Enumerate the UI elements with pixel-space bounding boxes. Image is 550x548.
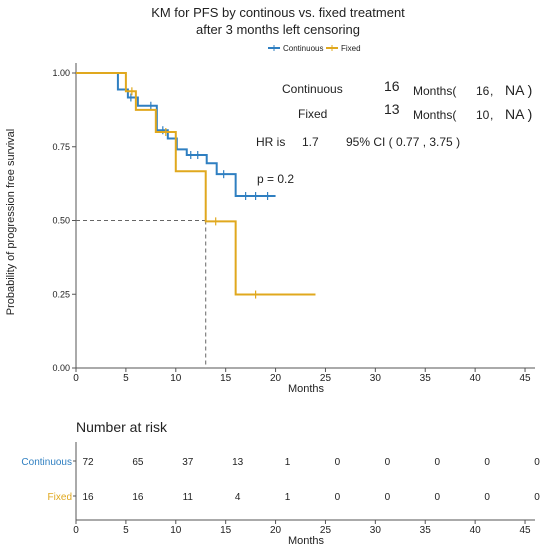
chart-title-line1: KM for PFS by continous vs. fixed treatm… — [151, 5, 405, 20]
x-tick-label: 45 — [519, 373, 531, 384]
stats-hr-value: 1.7 — [302, 135, 319, 149]
risk-x-tick-label: 25 — [320, 525, 332, 536]
km-curve-continuous — [76, 72, 276, 198]
y-tick-label: 0.50 — [52, 216, 70, 226]
stats-ci-text: 95% CI ( 0.77 , 3.75 ) — [346, 135, 460, 149]
stats-continuous-label: Continuous — [282, 82, 343, 96]
y-tick-label: 1.00 — [52, 68, 70, 78]
stats-continuous-ci-low: 16 — [476, 84, 490, 98]
stats-continuous-median: 16 — [384, 78, 400, 94]
median-guides — [76, 220, 207, 368]
y-axis-label: Probability of progression free survival — [5, 129, 17, 315]
x-tick-label: 5 — [123, 373, 129, 384]
y-ticks: 0.00 0.25 0.50 0.75 1.00 — [52, 68, 76, 373]
risk-value-fixed: 1 — [285, 492, 291, 503]
risk-x-tick-label: 35 — [420, 525, 432, 536]
stats-continuous-months: Months( — [413, 84, 456, 98]
y-tick-label: 0.00 — [52, 363, 70, 373]
risk-x-tick-label: 40 — [470, 525, 482, 536]
risk-table-x-label: Months — [288, 535, 325, 547]
x-tick-label: 30 — [370, 373, 382, 384]
km-curves — [76, 72, 316, 299]
risk-x-tick-label: 30 — [370, 525, 382, 536]
risk-value-continuous: 0 — [484, 457, 490, 468]
risk-x-tick-label: 45 — [519, 525, 531, 536]
risk-value-fixed: 11 — [183, 492, 194, 503]
risk-value-continuous: 0 — [534, 457, 540, 468]
risk-value-fixed: 16 — [132, 492, 144, 503]
risk-value-continuous: 0 — [434, 457, 440, 468]
risk-row-label-fixed: Fixed — [48, 492, 72, 503]
risk-table-x-ticks: 0 5 10 15 20 25 30 35 40 45 — [73, 520, 531, 536]
stats-fixed-ci-high: NA ) — [505, 106, 532, 122]
risk-row-label-continuous: Continuous — [21, 457, 72, 468]
risk-value-fixed: 0 — [385, 492, 391, 503]
stats-fixed-label: Fixed — [298, 107, 327, 121]
x-tick-label: 40 — [470, 373, 482, 384]
legend-item-fixed: Fixed — [326, 44, 361, 53]
x-tick-label: 10 — [170, 373, 182, 384]
risk-value-continuous: 72 — [82, 457, 94, 468]
x-tick-label: 0 — [73, 373, 79, 384]
stats-continuous-comma: , — [490, 84, 493, 98]
x-tick-label: 35 — [420, 373, 432, 384]
x-tick-label: 25 — [320, 373, 332, 384]
risk-value-fixed: 4 — [235, 492, 241, 503]
risk-value-fixed: 16 — [82, 492, 94, 503]
legend: Continuous Fixed — [268, 44, 361, 53]
risk-value-continuous: 0 — [335, 457, 341, 468]
risk-value-fixed: 0 — [484, 492, 490, 503]
stats-fixed-months: Months( — [413, 108, 456, 122]
median-stats: Continuous 16 Months( 16 , NA ) Fixed 13… — [256, 78, 532, 149]
risk-table-title: Number at risk — [76, 419, 168, 435]
chart-title-line2: after 3 months left censoring — [196, 22, 360, 37]
x-ticks: 0 5 10 15 20 25 30 35 40 45 — [73, 368, 531, 384]
y-tick-label: 0.25 — [52, 289, 70, 299]
risk-x-tick-label: 10 — [170, 525, 182, 536]
stats-continuous-ci-high: NA ) — [505, 82, 532, 98]
risk-value-fixed: 0 — [335, 492, 341, 503]
x-tick-label: 15 — [220, 373, 232, 384]
risk-value-fixed: 0 — [534, 492, 540, 503]
risk-x-tick-label: 20 — [270, 525, 282, 536]
risk-value-continuous: 1 — [285, 457, 291, 468]
risk-value-continuous: 65 — [132, 457, 144, 468]
risk-value-continuous: 37 — [182, 457, 194, 468]
x-axis-label: Months — [288, 383, 325, 395]
x-tick-label: 20 — [270, 373, 282, 384]
y-tick-label: 0.75 — [52, 142, 70, 152]
p-value-annotation: p = 0.2 — [257, 172, 294, 186]
risk-value-continuous: 0 — [385, 457, 391, 468]
legend-item-continuous: Continuous — [268, 44, 323, 53]
stats-fixed-ci-low: 10 — [476, 108, 490, 122]
risk-value-continuous: 13 — [232, 457, 244, 468]
risk-value-fixed: 0 — [434, 492, 440, 503]
stats-fixed-median: 13 — [384, 101, 400, 117]
risk-table-rows: Continuous 72 65 37 13 1 0 0 0 0 0 Fixed 16 16 11 4 1 0 0 0… — [21, 457, 540, 503]
legend-label-fixed: Fixed — [341, 44, 361, 53]
legend-label-continuous: Continuous — [283, 44, 323, 53]
risk-x-tick-label: 5 — [123, 525, 129, 536]
stats-fixed-comma: , — [490, 108, 493, 122]
risk-x-tick-label: 15 — [220, 525, 232, 536]
stats-hr-label: HR is — [256, 135, 285, 149]
risk-x-tick-label: 0 — [73, 525, 79, 536]
